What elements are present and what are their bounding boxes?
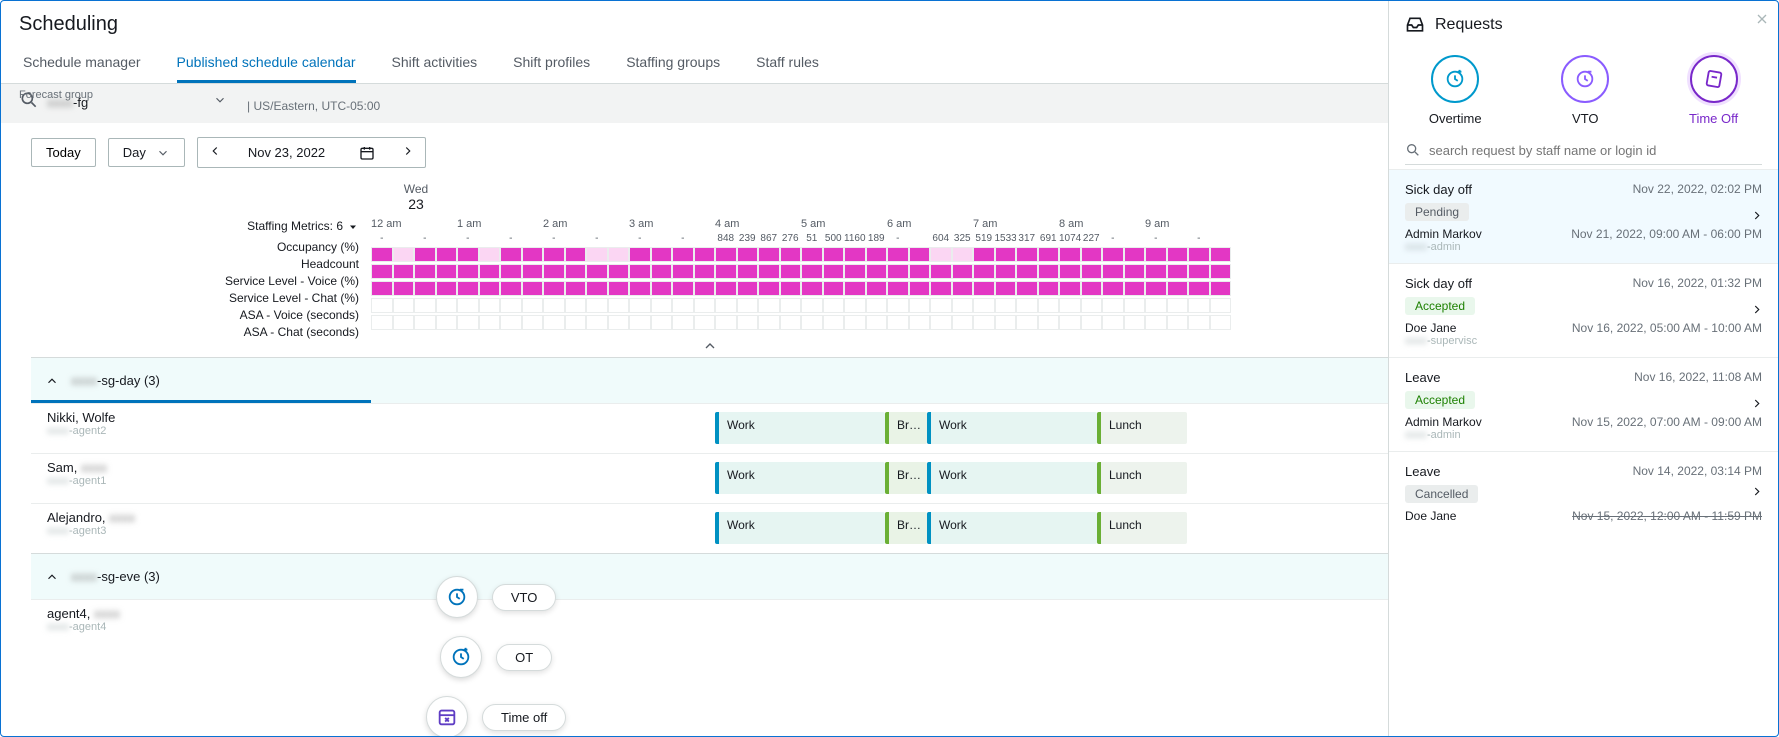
chevron-right-icon [1750, 396, 1764, 413]
calendar-icon [359, 145, 375, 161]
shift-segment-seg-lunch[interactable]: Lunch [1097, 412, 1187, 444]
timeoff-fab[interactable] [426, 696, 468, 736]
request-type-icon [1444, 68, 1466, 90]
fab-column: VTO OT Time off [426, 576, 566, 736]
group-row[interactable]: xxxx-sg-eve (3) [31, 553, 1388, 599]
shift-segment-seg-lunch[interactable]: Lunch [1097, 512, 1187, 544]
metric-label: Occupancy (%) [31, 239, 359, 256]
prev-day-button[interactable] [198, 138, 232, 167]
tab-staffing-groups[interactable]: Staffing groups [626, 42, 720, 83]
request-card[interactable]: LeaveNov 16, 2022, 11:08 AMAcceptedAdmin… [1389, 357, 1778, 451]
metric-label: ASA - Chat (seconds) [31, 324, 359, 341]
today-button[interactable]: Today [31, 138, 96, 167]
request-type-icon [1574, 68, 1596, 90]
request-type-time-off[interactable]: Time Off [1689, 55, 1738, 126]
metric-label: Service Level - Chat (%) [31, 290, 359, 307]
tabs: Schedule manager Published schedule calen… [1, 42, 1388, 84]
shift-segment-seg-break[interactable]: Br… [885, 512, 927, 544]
next-day-button[interactable] [391, 138, 425, 167]
date-label: Nov 23, 2022 [248, 145, 325, 160]
metric-label: ASA - Voice (seconds) [31, 307, 359, 324]
chevron-down-icon[interactable] [213, 93, 227, 110]
heatmap-row [371, 264, 1388, 281]
shift-segment-seg-work[interactable]: Work [927, 412, 1097, 444]
search-icon [1405, 142, 1421, 158]
heatmap-row [371, 315, 1388, 332]
staff-row[interactable]: Alejandro, xxxxxxxx-agent3WorkBr…WorkLun… [31, 503, 1388, 553]
request-type-vto[interactable]: VTO [1561, 55, 1609, 126]
chevron-up-icon [45, 570, 59, 584]
vto-icon [446, 586, 468, 608]
day-header: Wed 23 [371, 182, 461, 218]
date-picker[interactable]: Nov 23, 2022 [232, 139, 391, 167]
metric-label: Service Level - Voice (%) [31, 273, 359, 290]
timeoff-icon [436, 706, 458, 728]
staffing-metrics-toggle[interactable]: Staffing Metrics: 6 [31, 218, 359, 235]
chevron-up-icon [45, 374, 59, 388]
heatmap-row [371, 298, 1388, 315]
ot-fab[interactable] [440, 636, 482, 678]
view-select-label: Day [123, 145, 146, 160]
request-card[interactable]: LeaveNov 14, 2022, 03:14 PMCancelledDoe … [1389, 451, 1778, 533]
chevron-right-icon [1750, 484, 1764, 501]
timezone-label: | US/Eastern, UTC-05:00 [247, 99, 380, 113]
occupancy-row: --------848239867276515001160189-6043255… [371, 230, 1388, 247]
chevron-right-icon [1750, 208, 1764, 225]
chevron-right-icon [1750, 302, 1764, 319]
timeoff-fab-label[interactable]: Time off [482, 704, 566, 731]
ot-icon [450, 646, 472, 668]
forecast-group-value-blur: xxxx [47, 95, 73, 110]
chevron-down-icon [156, 146, 170, 160]
shift-segment-seg-work[interactable]: Work [715, 412, 885, 444]
view-select[interactable]: Day [108, 138, 185, 167]
requests-title: Requests [1435, 16, 1503, 34]
hours-header: 12 am1 am2 am3 am4 am5 am6 am7 am8 am9 a… [371, 218, 1388, 230]
shift-segment-seg-work[interactable]: Work [927, 512, 1097, 544]
tab-published-schedule-calendar[interactable]: Published schedule calendar [177, 42, 356, 83]
inbox-icon [1405, 15, 1425, 35]
tab-shift-activities[interactable]: Shift activities [392, 42, 478, 83]
shift-segment-seg-work[interactable]: Work [927, 462, 1097, 494]
metric-label: Headcount [31, 256, 359, 273]
request-search-input[interactable] [1429, 143, 1762, 158]
staff-row[interactable]: agent4, xxxxxxxx-agent4 [31, 599, 1388, 649]
shift-segment-seg-work[interactable]: Work [715, 462, 885, 494]
request-type-icon [1703, 68, 1725, 90]
request-card[interactable]: Sick day offNov 16, 2022, 01:32 PMAccept… [1389, 263, 1778, 357]
request-card[interactable]: Sick day offNov 22, 2022, 02:02 PMPendin… [1389, 169, 1778, 263]
page-title: Scheduling [1, 1, 1388, 42]
tab-schedule-manager[interactable]: Schedule manager [23, 42, 141, 83]
close-panel-button[interactable] [1754, 11, 1770, 32]
tab-staff-rules[interactable]: Staff rules [756, 42, 819, 83]
group-row[interactable]: xxxx-sg-day (3) [31, 357, 1388, 403]
ot-fab-label[interactable]: OT [496, 644, 552, 671]
shift-segment-seg-break[interactable]: Br… [885, 462, 927, 494]
shift-segment-seg-work[interactable]: Work [715, 512, 885, 544]
staff-row[interactable]: Nikki, Wolfexxxx-agent2WorkBr…WorkLunch [31, 403, 1388, 453]
heatmap-row [371, 281, 1388, 298]
request-type-overtime[interactable]: Overtime [1429, 55, 1482, 126]
shift-segment-seg-break[interactable]: Br… [885, 412, 927, 444]
shift-segment-seg-lunch[interactable]: Lunch [1097, 462, 1187, 494]
heatmap-row [371, 247, 1388, 264]
caret-down-icon [347, 221, 359, 233]
vto-fab-label[interactable]: VTO [492, 584, 557, 611]
staff-row[interactable]: Sam, xxxxxxxx-agent1WorkBr…WorkLunch [31, 453, 1388, 503]
vto-fab[interactable] [436, 576, 478, 618]
tab-shift-profiles[interactable]: Shift profiles [513, 42, 590, 83]
